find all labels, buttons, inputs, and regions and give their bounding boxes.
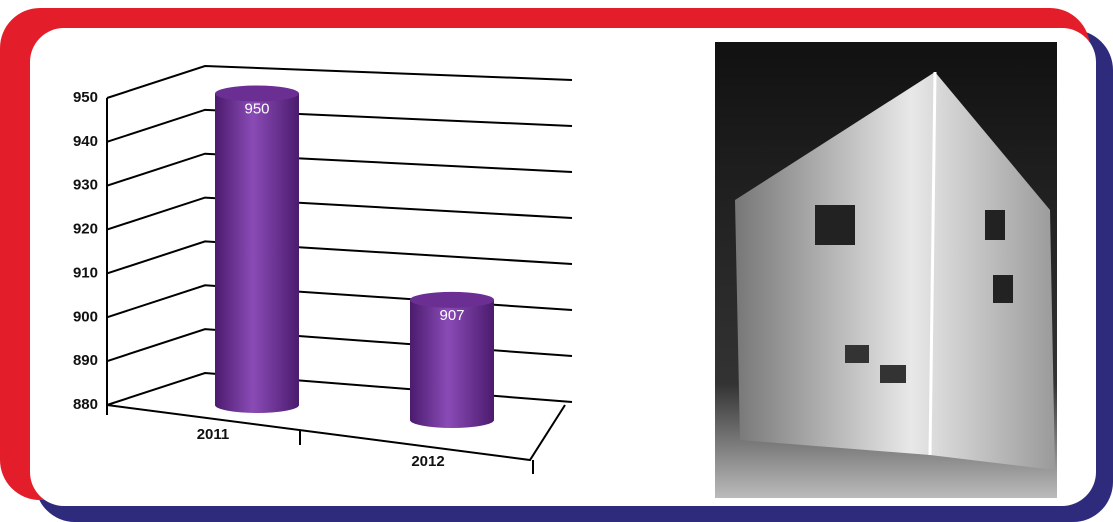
paper-stack	[735, 72, 1055, 470]
photo-hole	[880, 365, 906, 383]
y-tick-label: 900	[73, 308, 98, 325]
photo-hole	[845, 345, 869, 363]
grid-line	[106, 240, 573, 275]
chart: 880 890 900 910 920 930 940 950 2011 950 2012 907	[73, 64, 573, 474]
y-tick-label: 910	[73, 264, 98, 281]
photo-hole	[815, 205, 855, 245]
y-tick-label: 880	[73, 396, 98, 413]
bar-top	[410, 291, 494, 308]
y-tick-label: 930	[73, 177, 98, 194]
bar-bottom	[410, 412, 494, 428]
value-label: 950	[244, 100, 269, 117]
y-tick-label: 890	[73, 352, 98, 369]
bar	[215, 85, 299, 413]
grid-line	[106, 64, 573, 99]
stack-edge	[928, 71, 937, 456]
bar-body	[215, 93, 299, 405]
y-tick-label: 940	[73, 133, 98, 150]
grid-line	[106, 152, 573, 187]
y-tick-label: 920	[73, 221, 98, 238]
photo-hole	[985, 210, 1005, 240]
bar-top	[215, 85, 299, 102]
value-label: 907	[439, 307, 464, 324]
grid-line	[106, 196, 573, 231]
photo	[715, 42, 1057, 498]
grid-line	[106, 108, 573, 143]
x-tick-label: 2012	[411, 453, 444, 470]
y-tick-label: 950	[73, 89, 98, 106]
bar-bottom	[215, 397, 299, 413]
bar	[410, 291, 494, 428]
bar-body	[410, 299, 494, 420]
photo-hole	[993, 275, 1013, 303]
x-tick-label: 2011	[197, 426, 230, 443]
floor-edge	[106, 404, 566, 462]
